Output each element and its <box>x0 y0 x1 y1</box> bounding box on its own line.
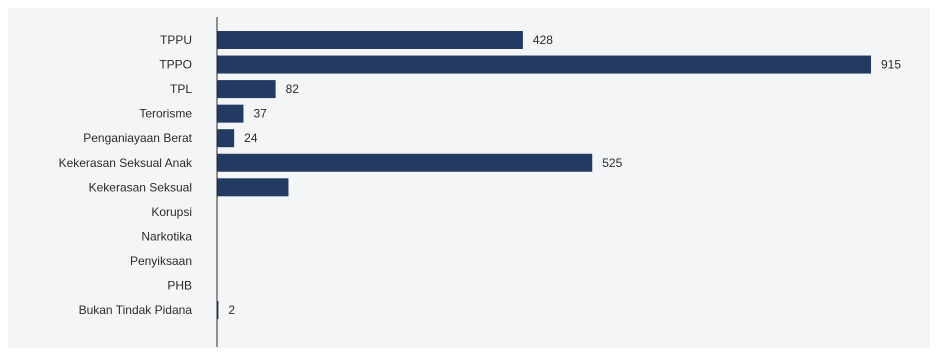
value-label-tppu: 428 <box>533 33 553 47</box>
value-label-tpl: 82 <box>286 82 300 96</box>
bar-tpl <box>217 80 276 99</box>
category-label-kekerasan-seksual-anak: Kekerasan Seksual Anak <box>59 156 193 170</box>
bar-penganiayaan-berat <box>217 129 235 148</box>
bar-bukan-tindak-pidana <box>217 301 219 320</box>
category-label-bukan-tindak-pidana: Bukan Tindak Pidana <box>79 303 193 317</box>
category-label-tpl: TPL <box>170 82 192 96</box>
category-label-penganiayaan-berat: Penganiayaan Berat <box>83 131 192 145</box>
value-label-penganiayaan-berat: 24 <box>244 131 258 145</box>
bars-group <box>217 31 871 320</box>
category-label-korupsi: Korupsi <box>151 205 192 219</box>
category-label-tppu: TPPU <box>160 33 192 47</box>
category-label-narkotika: Narkotika <box>141 229 192 243</box>
value-label-bukan-tindak-pidana: 2 <box>228 303 235 317</box>
bar-terorisme <box>217 104 244 123</box>
value-label-tppo: 915 <box>881 58 901 72</box>
category-label-tppo: TPPO <box>159 58 192 72</box>
value-label-kekerasan-seksual-anak: 525 <box>602 156 622 170</box>
bar-kekerasan-seksual-anak <box>217 153 593 172</box>
category-label-penyiksaan: Penyiksaan <box>130 254 192 268</box>
category-labels: TPPU TPPO TPL Terorisme Penganiayaan Berat Ke… <box>59 33 193 317</box>
bar-tppo <box>217 55 871 74</box>
value-label-terorisme: 37 <box>253 107 267 121</box>
category-label-terorisme: Terorisme <box>139 107 192 121</box>
category-label-phb: PHB <box>167 279 192 293</box>
value-labels: 428 915 82 37 24 525 2 <box>228 33 901 317</box>
bar-tppu <box>217 31 523 49</box>
bar-kekerasan-seksual <box>217 178 289 197</box>
category-label-kekerasan-seksual: Kekerasan Seksual <box>89 180 192 194</box>
